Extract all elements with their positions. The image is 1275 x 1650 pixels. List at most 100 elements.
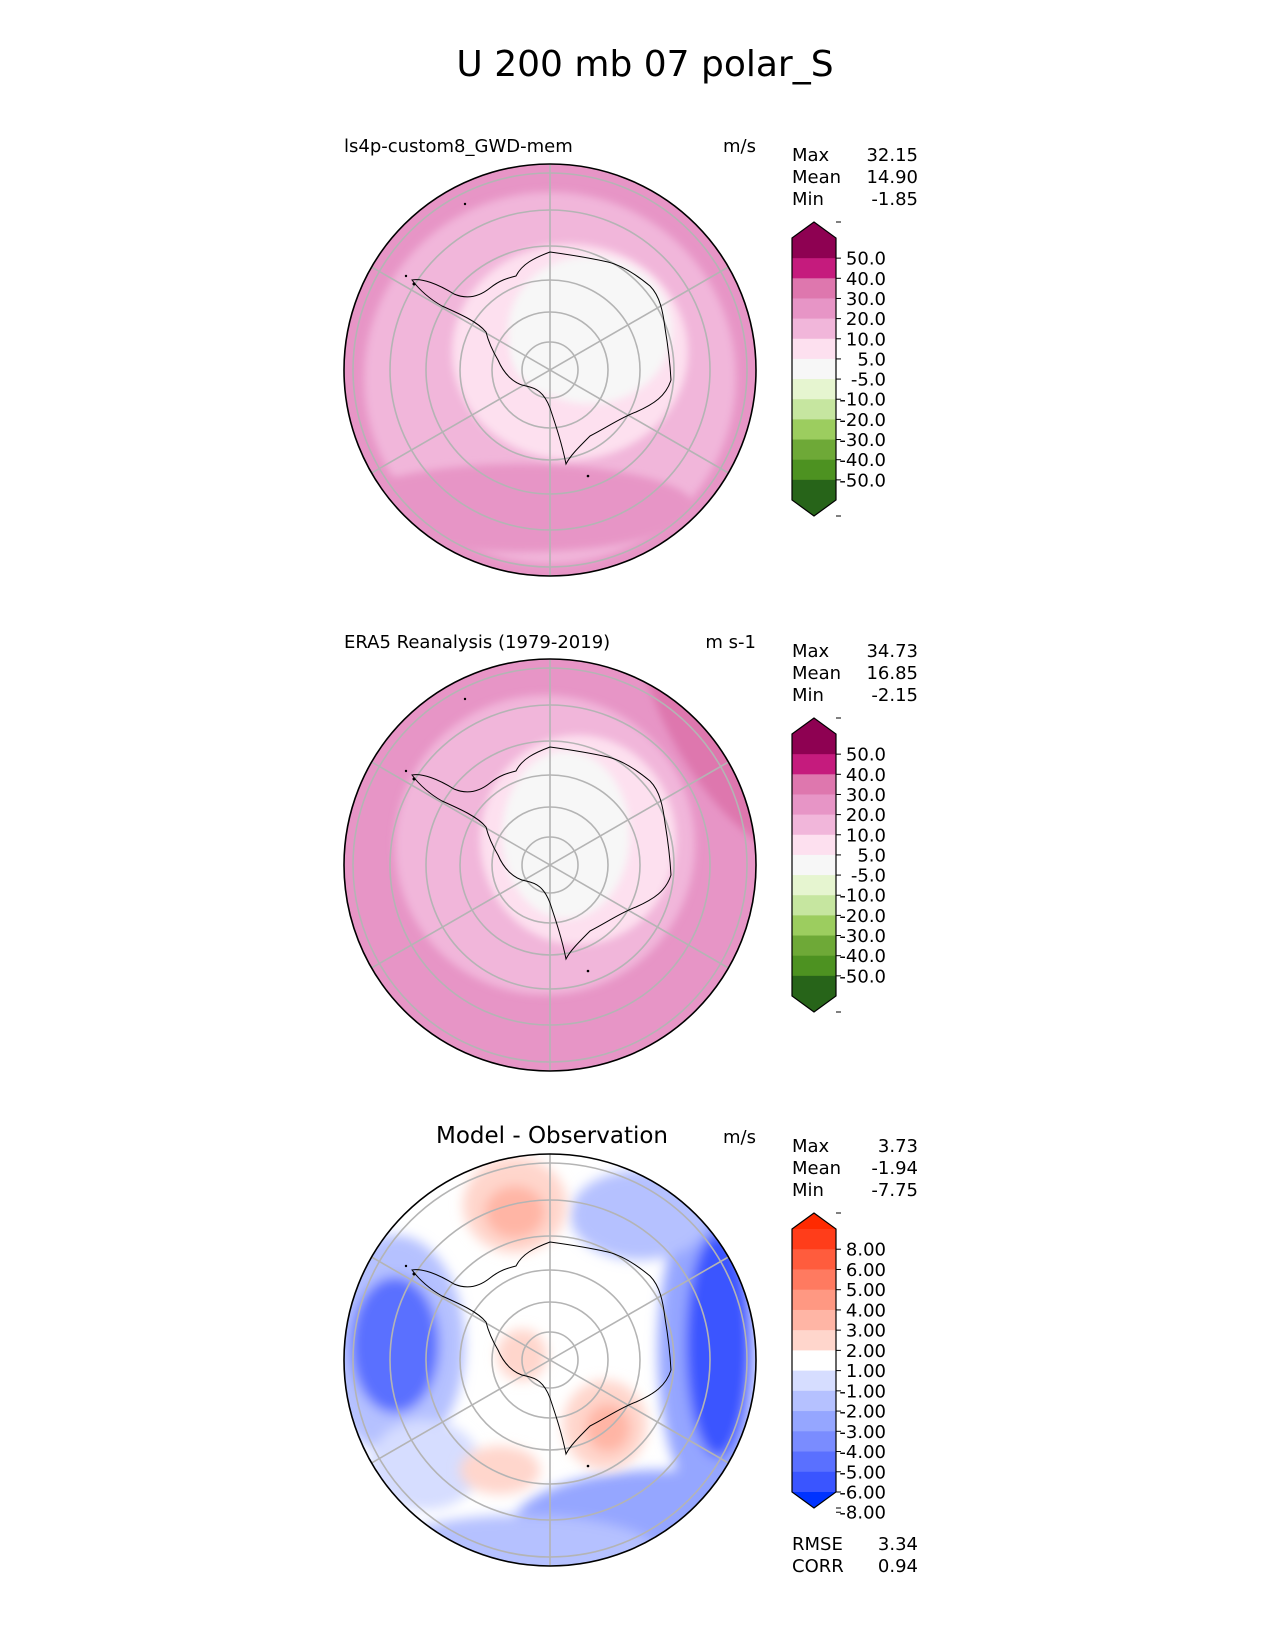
stat-value-rmse: 3.34 bbox=[878, 1534, 918, 1555]
colorbar-bin bbox=[792, 915, 836, 937]
field-negative-areas bbox=[344, 1170, 756, 1566]
colorbar-tick-label: 3.00 bbox=[846, 1321, 886, 1342]
map-boundary bbox=[343, 658, 757, 1072]
colorbar-tick-label: -30.0 bbox=[839, 926, 886, 947]
colorbar-bin bbox=[792, 1229, 836, 1250]
colorbar: 50.040.030.020.010.05.0-5.0-10.0-20.0-30… bbox=[791, 717, 886, 1013]
colorbar-bin bbox=[792, 734, 836, 755]
colorbar-tick-label: -1.00 bbox=[839, 1381, 886, 1402]
colorbar-tick-label: 5.0 bbox=[857, 845, 886, 866]
colorbar-tick-label: 20.0 bbox=[846, 805, 886, 826]
colorbar-extend-top bbox=[792, 718, 836, 734]
coastline-islands bbox=[404, 202, 590, 478]
panel-units: m s-1 bbox=[705, 632, 756, 653]
field-pole bbox=[502, 751, 630, 919]
map-boundary bbox=[343, 163, 757, 577]
stat-label-corr: CORR bbox=[792, 1556, 844, 1577]
colorbar-tick-label: -40.0 bbox=[839, 450, 886, 471]
colorbar-bins bbox=[791, 717, 837, 1013]
colorbar-tick-label: -5.00 bbox=[839, 1462, 886, 1483]
colorbar-bin bbox=[792, 1390, 836, 1412]
colorbar-outline bbox=[791, 221, 837, 517]
colorbar-bin bbox=[792, 794, 836, 816]
colorbar-bin bbox=[792, 1330, 836, 1351]
stat-label-max: Max bbox=[792, 641, 830, 662]
stat-value-max: 32.15 bbox=[866, 145, 918, 166]
colorbar-bin bbox=[792, 1350, 836, 1372]
stat-value-min: -2.15 bbox=[871, 685, 918, 706]
panel-title: ls4p-custom8_GWD-mem bbox=[344, 136, 573, 157]
colorbar-tick-label: 2.00 bbox=[846, 1341, 886, 1362]
stat-label-min: Min bbox=[792, 685, 824, 706]
colorbar-ticks: 50.040.030.020.010.05.0-5.0-10.0-20.0-30… bbox=[836, 221, 886, 517]
stat-label-max: Max bbox=[792, 1136, 830, 1157]
field-jet-maximum bbox=[345, 464, 695, 552]
colorbar-bin bbox=[792, 1471, 836, 1493]
stat-label-min: Min bbox=[792, 1180, 824, 1201]
colorbar-tick-label: 5.00 bbox=[846, 1280, 886, 1301]
colorbar-tick-label: -10.0 bbox=[839, 390, 886, 411]
stat-value-mean: 16.85 bbox=[866, 663, 918, 684]
colorbar-tick-label: 5.0 bbox=[857, 349, 886, 370]
colorbar-bin bbox=[792, 754, 836, 775]
colorbar-tick-label: 30.0 bbox=[846, 785, 886, 806]
stats-box: Max Mean Min 32.15 14.90 -1.85 bbox=[792, 145, 918, 210]
stat-label-max: Max bbox=[792, 145, 830, 166]
colorbar-tick-label: -10.0 bbox=[839, 886, 886, 907]
colorbar-ticks: 50.040.030.020.010.05.0-5.0-10.0-20.0-30… bbox=[836, 717, 886, 1013]
colorbar-bin bbox=[792, 1309, 836, 1331]
polar-map bbox=[344, 1154, 756, 1566]
colorbar-bin bbox=[792, 379, 836, 400]
colorbar-bins bbox=[791, 221, 837, 517]
figure-title: U 200 mb 07 polar_S bbox=[456, 44, 833, 85]
colorbar-tick-label: -20.0 bbox=[839, 906, 886, 927]
colorbar-tick-label: -20.0 bbox=[839, 410, 886, 431]
colorbar-tick-label: 50.0 bbox=[846, 249, 886, 270]
colorbar-bin bbox=[792, 439, 836, 461]
stats-box: Max Mean Min 3.73 -1.94 -7.75 bbox=[792, 1136, 918, 1201]
colorbar-bin bbox=[792, 459, 836, 481]
stat-value-max: 34.73 bbox=[866, 641, 918, 662]
colorbar: 50.040.030.020.010.05.0-5.0-10.0-20.0-30… bbox=[791, 221, 886, 517]
colorbar-bin bbox=[792, 338, 836, 360]
error-stats: RMSE CORR 3.34 0.94 bbox=[792, 1534, 918, 1577]
colorbar-bin bbox=[792, 1269, 836, 1291]
colorbar-bin bbox=[792, 258, 836, 279]
colorbar-bin bbox=[792, 399, 836, 420]
gridlines bbox=[352, 164, 748, 576]
colorbar-tick-label: -40.0 bbox=[839, 946, 886, 967]
colorbar-extend-top bbox=[792, 1213, 836, 1229]
stat-label-min: Min bbox=[792, 189, 824, 210]
colorbar-tick-label: -4.00 bbox=[839, 1442, 886, 1463]
coastline-islands bbox=[404, 697, 590, 973]
panel-title: Model - Observation bbox=[436, 1123, 668, 1149]
colorbar-bin bbox=[792, 955, 836, 977]
colorbar-extend-bottom bbox=[792, 500, 836, 516]
colorbar-tick-label: -6.00 bbox=[839, 1483, 886, 1504]
stats-box: Max Mean Min 34.73 16.85 -2.15 bbox=[792, 641, 918, 706]
gridlines bbox=[352, 1154, 748, 1566]
colorbar-tick-label: 4.00 bbox=[846, 1300, 886, 1321]
panel-observation: ERA5 Reanalysis (1979-2019) m s-1 Max Me… bbox=[343, 632, 918, 1072]
colorbar-extend-top bbox=[792, 222, 836, 238]
colorbar-bin bbox=[792, 1289, 836, 1311]
colorbar-bin bbox=[792, 935, 836, 957]
colorbar-tick-label: 30.0 bbox=[846, 289, 886, 310]
colorbar-tick-label: 40.0 bbox=[846, 269, 886, 290]
colorbar-tick-label: -5.0 bbox=[851, 866, 886, 887]
panel-title: ERA5 Reanalysis (1979-2019) bbox=[344, 632, 610, 653]
panel-units: m/s bbox=[723, 1127, 756, 1148]
stat-label-mean: Mean bbox=[792, 167, 841, 188]
stat-value-mean: 14.90 bbox=[866, 167, 918, 188]
colorbar-bins bbox=[791, 1212, 837, 1509]
colorbar-outline bbox=[791, 717, 837, 1013]
colorbar-tick-label: -3.00 bbox=[839, 1422, 886, 1443]
colorbar-tick-label: -50.0 bbox=[839, 966, 886, 987]
colorbar-tick-label: 8.00 bbox=[846, 1240, 886, 1261]
colorbar: 8.006.005.004.003.002.001.00-1.00-2.00-3… bbox=[791, 1212, 886, 1524]
colorbar-tick-label: 6.00 bbox=[846, 1260, 886, 1281]
colorbar-tick-label: 20.0 bbox=[846, 309, 886, 330]
colorbar-bin bbox=[792, 774, 836, 795]
colorbar-bin bbox=[792, 814, 836, 836]
colorbar-bin bbox=[792, 834, 836, 856]
